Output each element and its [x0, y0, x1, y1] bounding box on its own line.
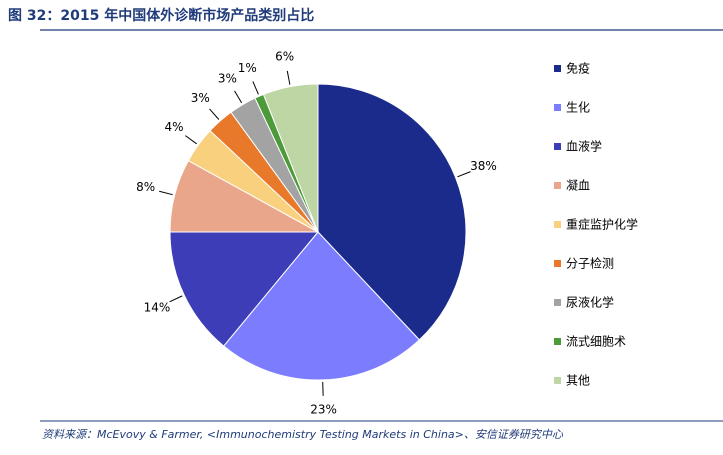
leader-line: [210, 109, 219, 120]
data-label: 4%: [164, 120, 183, 134]
legend-label: 尿液化学: [566, 295, 614, 310]
leader-line: [170, 296, 183, 302]
leader-line: [253, 81, 259, 94]
leader-line: [159, 191, 173, 194]
legend-swatch: [554, 143, 561, 150]
legend-swatch: [554, 104, 561, 111]
data-label: 1%: [238, 61, 257, 75]
data-label: 38%: [470, 159, 497, 173]
legend-swatch: [554, 182, 561, 189]
chart-title: 图 32：2015 年中国体外诊断市场产品类别占比: [8, 7, 314, 24]
legend-label: 其他: [566, 374, 590, 388]
legend-label: 生化: [566, 101, 590, 115]
legend-label: 免疫: [566, 61, 590, 76]
data-label: 8%: [136, 180, 155, 194]
leader-line: [235, 91, 242, 103]
leader-line: [185, 136, 196, 144]
legend-swatch: [554, 221, 561, 228]
data-label: 23%: [310, 402, 337, 416]
legend-label: 凝血: [566, 178, 590, 193]
source: 资料来源：McEvovy & Farmer, <Immunochemistry …: [42, 428, 564, 441]
legend-label: 流式细胞术: [566, 335, 626, 349]
legend-swatch: [554, 260, 561, 267]
legend-label: 重症监护化学: [566, 217, 638, 232]
legend-swatch: [554, 338, 561, 345]
legend-label: 分子检测: [566, 256, 614, 271]
legend-swatch: [554, 377, 561, 384]
legend-swatch: [554, 65, 561, 72]
data-label: 6%: [275, 50, 294, 64]
data-label: 14%: [144, 300, 171, 314]
leader-line: [287, 71, 290, 85]
data-label: 3%: [191, 91, 210, 105]
leader-line: [457, 172, 470, 177]
legend-swatch: [554, 299, 561, 306]
legend-label: 血液学: [566, 139, 602, 154]
data-label: 3%: [218, 71, 237, 85]
